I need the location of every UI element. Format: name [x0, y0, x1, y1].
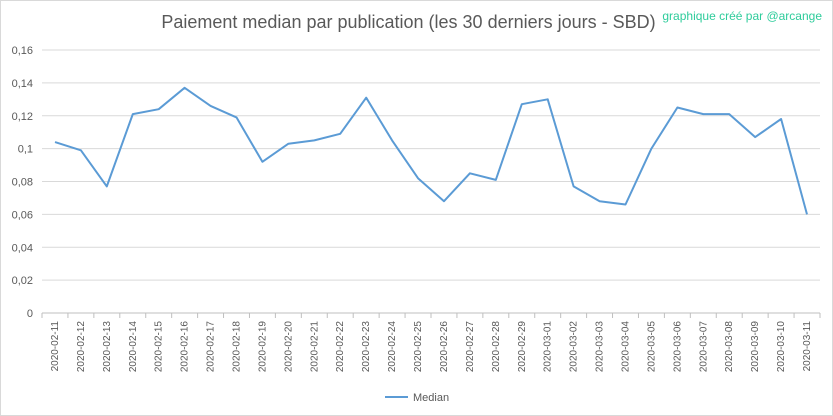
x-tick-label: 2020-02-25 [413, 321, 424, 373]
data-point [805, 212, 810, 217]
x-tick-label: 2020-03-09 [750, 321, 761, 373]
data-point [338, 131, 343, 136]
x-tick-label: 2020-02-14 [128, 321, 139, 373]
x-tick-label: 2020-03-07 [698, 321, 709, 373]
y-tick-label: 0 [27, 308, 33, 320]
x-tick-label: 2020-02-26 [439, 321, 450, 373]
x-tick-label: 2020-03-03 [595, 321, 606, 373]
x-tick-label: 2020-02-13 [102, 321, 113, 373]
x-tick-label: 2020-03-02 [569, 321, 580, 373]
data-point [753, 135, 758, 140]
data-point [390, 138, 395, 143]
data-point [208, 103, 213, 108]
y-tick-label: 0,06 [12, 209, 33, 221]
data-point [312, 138, 317, 143]
legend: Median [385, 392, 449, 404]
y-tick-label: 0,12 [12, 111, 33, 123]
x-tick-label: 2020-02-15 [154, 321, 165, 373]
x-tick-label: 2020-02-12 [76, 321, 87, 373]
data-point [52, 140, 57, 145]
x-tick-label: 2020-02-29 [517, 321, 528, 373]
y-tick-label: 0,16 [12, 45, 33, 57]
data-point [779, 117, 784, 122]
x-tick-label: 2020-03-06 [672, 321, 683, 373]
data-point [649, 146, 654, 151]
data-point [467, 171, 472, 176]
data-point [623, 202, 628, 207]
series-median [52, 85, 810, 217]
y-tick-label: 0,08 [12, 177, 33, 189]
data-point [130, 112, 135, 117]
data-point [260, 159, 265, 164]
x-tick-label: 2020-02-28 [491, 321, 502, 373]
data-point [493, 177, 498, 182]
x-tick-label: 2020-02-17 [206, 321, 217, 373]
x-tick-label: 2020-03-10 [776, 321, 787, 373]
legend-label: Median [413, 392, 449, 404]
data-point [156, 107, 161, 112]
data-point [545, 97, 550, 102]
data-point [701, 112, 706, 117]
x-tick-label: 2020-02-18 [232, 321, 243, 373]
x-tick-label: 2020-03-08 [724, 321, 735, 373]
x-tick-label: 2020-02-24 [387, 321, 398, 373]
chart-title: Paiement median par publication (les 30 … [161, 12, 656, 32]
data-point [441, 199, 446, 204]
x-tick-label: 2020-02-11 [50, 321, 61, 372]
data-point [182, 85, 187, 90]
x-tick-label: 2020-02-21 [309, 321, 320, 373]
data-point [286, 141, 291, 146]
x-tick-label: 2020-02-20 [283, 321, 294, 373]
data-point [78, 148, 83, 153]
y-tick-label: 0,1 [18, 144, 33, 156]
x-tick-label: 2020-02-27 [465, 321, 476, 373]
y-tick-label: 0,04 [12, 242, 33, 254]
data-point [675, 105, 680, 110]
series-line [54, 86, 808, 215]
data-point [571, 184, 576, 189]
data-point [104, 184, 109, 189]
data-point [234, 115, 239, 120]
x-tick-label: 2020-02-23 [361, 321, 372, 373]
data-point [364, 95, 369, 100]
x-tick-label: 2020-03-01 [543, 321, 554, 373]
y-axis: 0 0,02 0,04 0,06 0,08 0,1 0,12 0,14 0,16 [12, 45, 33, 320]
chart-credit: graphique créé par @arcange [662, 9, 822, 23]
data-point [519, 102, 524, 107]
x-tick-label: 2020-02-19 [257, 321, 268, 373]
x-tick-label: 2020-03-05 [646, 321, 657, 373]
data-point [416, 176, 421, 181]
gridlines [42, 49, 820, 314]
data-point [727, 112, 732, 117]
x-tick-label: 2020-02-22 [335, 321, 346, 373]
x-tick-label: 2020-03-11 [802, 321, 813, 372]
data-point [597, 199, 602, 204]
y-tick-label: 0,14 [12, 78, 33, 90]
x-tick-label: 2020-02-16 [180, 321, 191, 373]
x-axis: 2020-02-11 2020-02-12 2020-02-13 2020-02-14… [41, 313, 821, 373]
y-tick-label: 0,02 [12, 275, 33, 287]
x-tick-label: 2020-03-04 [621, 321, 632, 373]
